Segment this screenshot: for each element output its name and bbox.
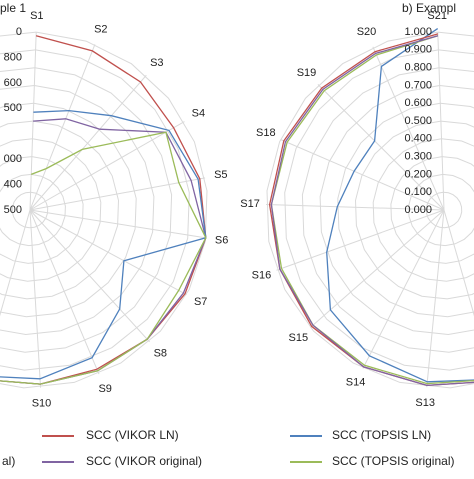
radial-tick-1-4: 0.600 (404, 97, 432, 109)
radial-tick-1-2: 0.800 (404, 62, 432, 74)
spoke-1-7 (363, 210, 444, 368)
axis-label-0-2: S3 (150, 57, 163, 69)
legend-label-1-0: SCC (VIKOR original) (86, 454, 202, 468)
radial-tick-0-7: 500 (4, 204, 22, 216)
series-line-0-3 (0, 132, 206, 384)
spoke-1-9 (444, 210, 474, 381)
radial-tick-0-6: 400 (4, 179, 22, 191)
spoke-0-2 (30, 75, 146, 210)
axis-label-0-9: S10 (32, 398, 52, 410)
axis-label-1-4: S17 (240, 198, 260, 210)
radial-tick-1-7: 0.300 (404, 151, 432, 163)
axis-label-0-1: S2 (94, 23, 107, 35)
radial-tick-0-2: 600 (4, 77, 22, 89)
radial-tick-1-5: 0.500 (404, 115, 432, 127)
spoke-0-10 (0, 210, 30, 381)
axis-label-0-6: S7 (194, 296, 207, 308)
radial-tick-1-1: 0.900 (404, 44, 432, 56)
grid-ring-0-8 (0, 68, 172, 353)
axis-label-0-4: S5 (214, 169, 227, 181)
grid-ring-1-7 (320, 86, 474, 335)
radial-tick-0-0: 0 (16, 26, 22, 38)
legend-fragment-1: al) (2, 454, 15, 468)
axis-label-0-3: S4 (192, 108, 205, 120)
axis-label-0-7: S8 (154, 348, 167, 360)
axis-label-1-2: S19 (297, 67, 317, 79)
grid-ring-1-8 (302, 68, 474, 353)
radial-tick-1-6: 0.400 (404, 133, 432, 145)
axis-label-0-5: S6 (215, 234, 228, 246)
panel-title-a: ple 1 (0, 1, 26, 15)
radial-tick-1-0: 1.000 (404, 26, 432, 38)
axis-label-1-8: S13 (415, 397, 435, 409)
spoke-0-1 (30, 44, 95, 210)
radial-tick-0-1: 800 (4, 51, 22, 63)
radial-tick-0-5: 000 (4, 153, 22, 165)
axis-label-1-5: S16 (252, 270, 272, 282)
axis-label-1-7: S14 (346, 377, 366, 389)
axis-label-1-6: S15 (289, 332, 309, 344)
axis-label-0-0: S1 (30, 10, 43, 22)
grid-ring-1-9 (285, 50, 474, 370)
legend-label-1-1: SCC (TOPSIS original) (332, 454, 454, 468)
spoke-0-7 (30, 210, 150, 342)
axis-label-1-1: S20 (357, 26, 377, 38)
radial-tick-1-10: 0.000 (404, 204, 432, 216)
axis-label-0-8: S9 (98, 383, 111, 395)
radial-tick-1-8: 0.200 (404, 168, 432, 180)
legend-label-0-0: SCC (VIKOR LN) (86, 428, 179, 442)
axis-label-1-3: S18 (256, 127, 276, 139)
panel-title-b: b) Exampl (402, 1, 456, 15)
spoke-0-8 (30, 210, 99, 374)
spoke-0-3 (30, 122, 184, 210)
radial-tick-1-9: 0.100 (404, 186, 432, 198)
legend-label-0-1: SCC (TOPSIS LN) (332, 428, 431, 442)
radial-tick-1-3: 0.700 (404, 79, 432, 91)
series-line-0-1 (0, 119, 206, 384)
radial-tick-0-3: 500 (4, 102, 22, 114)
spoke-1-5 (276, 210, 444, 270)
